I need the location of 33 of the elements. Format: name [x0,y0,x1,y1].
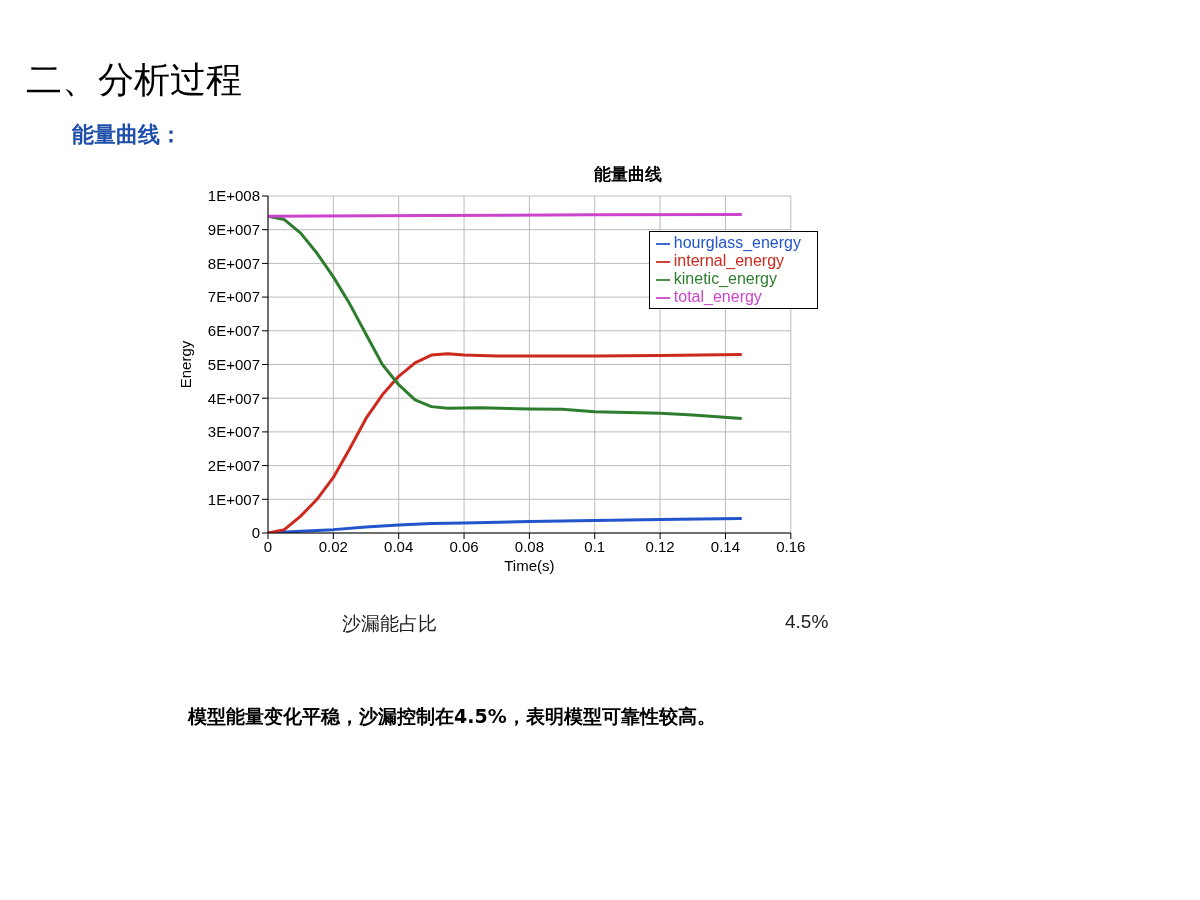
y-tick-label: 2E+007 [207,456,260,474]
x-tick-label: 0.16 [776,537,806,555]
text: 模型能量变化平稳，沙漏控制在4.5%，表明模型可靠性较高。 [188,704,716,729]
legend-label: total_energy [673,288,762,305]
y-tick-label: 8E+007 [207,254,260,272]
y-tick-label: 9E+007 [207,221,260,239]
text: 能量曲线： [72,121,182,149]
y-tick-label: 1E+008 [207,187,260,205]
line-series [268,352,744,533]
y-axis-title: Energy [177,340,195,389]
x-tick-label: 0 [263,537,273,555]
legend-label: internal_energy [673,252,785,269]
x-tick-label: 0.02 [318,537,348,555]
y-tick-label: 3E+007 [207,423,260,441]
y-tick-label: 4E+007 [207,389,260,407]
y-tick-label: 7E+007 [207,288,260,306]
chart-title: 能量曲线 [593,164,663,186]
x-tick-label: 0.14 [710,537,741,555]
x-tick-label: 0.08 [514,537,544,555]
y-tick-label: 5E+007 [207,355,260,373]
x-tick-label: 0.12 [645,537,675,555]
x-tick-label: 0.06 [449,537,479,555]
y-tick-label: 1E+007 [207,490,260,508]
y-tick-label: 0 [251,524,260,542]
legend-label: hourglass_energy [673,234,801,251]
text: 沙漏能占比 [342,611,437,636]
x-tick-label: 0.04 [384,537,414,555]
legend-label: kinetic_energy [673,270,777,287]
y-tick-label: 6E+007 [207,322,260,340]
text: 4.5% [785,611,829,633]
x-tick-label: 0.1 [584,537,606,555]
x-axis-title: Time(s) [504,557,555,574]
text: 二、分析过程 [26,58,242,102]
